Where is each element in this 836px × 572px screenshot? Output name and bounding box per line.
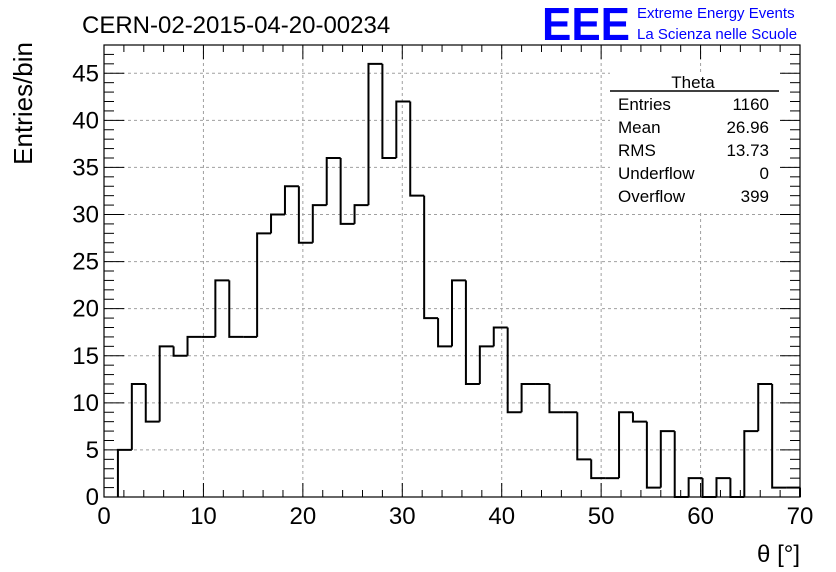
histogram-bin <box>367 62 383 206</box>
stats-title: Theta <box>671 73 715 92</box>
histogram-bin <box>409 101 425 197</box>
stats-value-underflow: 0 <box>760 164 769 183</box>
stats-label-overflow: Overflow <box>618 187 686 206</box>
chart-title: CERN-02-2015-04-20-00234 <box>82 12 390 39</box>
histogram-bin <box>576 412 592 461</box>
histogram-bin <box>214 279 230 337</box>
x-tick-label: 50 <box>588 503 615 530</box>
histogram-bin <box>116 448 132 497</box>
histogram-bin <box>715 477 731 497</box>
histogram-bin <box>659 430 675 488</box>
x-tick-label: 20 <box>290 503 317 530</box>
eee-logo: EEE <box>542 0 630 50</box>
histogram-bin <box>186 335 202 356</box>
histogram-bin <box>270 213 285 234</box>
histogram-bin <box>283 185 299 215</box>
logo-line-1: Extreme Energy Events <box>637 5 795 22</box>
y-tick-label: 15 <box>72 343 99 370</box>
histogram-bin <box>353 204 369 224</box>
histogram-bin <box>548 384 564 414</box>
y-axis-label: Entries/bin <box>8 42 38 165</box>
x-tick-label: 30 <box>389 503 416 530</box>
y-tick-label: 20 <box>72 296 99 323</box>
y-tick-label: 0 <box>86 484 99 511</box>
logo-line-2: La Scienza nelle Scuole <box>637 26 797 43</box>
histogram-bin <box>701 478 717 498</box>
y-tick-label: 30 <box>72 202 99 229</box>
stats-box: Theta Entries 1160 Mean 26.96 RMS 13.73 … <box>610 72 780 212</box>
histogram-bin <box>673 431 689 498</box>
histogram-bin <box>144 384 160 423</box>
histogram-bin <box>520 383 536 413</box>
histogram-bin <box>729 478 745 498</box>
stats-value-rms: 13.73 <box>726 141 769 160</box>
stats-value-mean: 26.96 <box>726 118 769 137</box>
histogram-bin <box>506 327 522 414</box>
x-tick-label: 60 <box>687 503 714 530</box>
histogram-bin <box>158 345 174 422</box>
histogram-bin <box>395 100 411 158</box>
x-axis-label: θ [°] <box>757 541 800 568</box>
tick-labels: 0 10 20 30 40 50 60 70 0 5 10 15 20 25 30 35 40 45 <box>72 60 813 530</box>
histogram-bin <box>130 383 146 450</box>
x-tick-label: 40 <box>488 503 515 530</box>
x-tick-label: 10 <box>190 503 217 530</box>
histogram-bin <box>757 383 773 432</box>
x-tick-label: 70 <box>787 503 814 530</box>
y-tick-label: 40 <box>72 107 99 134</box>
y-tick-label: 45 <box>72 60 99 87</box>
histogram-bin <box>172 346 188 357</box>
histogram-bin <box>478 345 494 384</box>
histogram-bin <box>325 157 341 206</box>
histogram-bin <box>492 326 508 347</box>
axis-ticks <box>103 44 801 498</box>
histogram-bin <box>311 204 327 243</box>
stats-value-entries: 1160 <box>732 95 769 114</box>
histogram-bin <box>618 411 633 479</box>
histogram-bin <box>228 280 244 338</box>
histogram-bin <box>451 279 466 347</box>
histogram-bin <box>590 459 606 480</box>
histogram-bin <box>631 412 647 423</box>
stats-label-entries: Entries <box>618 95 671 114</box>
histogram-bin <box>256 232 272 337</box>
histogram-bin <box>687 477 703 497</box>
histogram-bin <box>437 318 452 348</box>
histogram-bin <box>297 186 313 244</box>
histogram-bin <box>423 195 439 320</box>
histogram-bin <box>464 280 480 385</box>
stats-label-underflow: Underflow <box>618 164 695 183</box>
x-tick-label: 0 <box>97 503 110 530</box>
histogram-bin <box>381 63 397 159</box>
stats-label-rms: RMS <box>618 141 656 160</box>
stats-value-overflow: 399 <box>741 187 769 206</box>
y-tick-label: 10 <box>72 390 99 417</box>
histogram-bin <box>743 430 759 497</box>
stats-label-mean: Mean <box>618 118 661 137</box>
histogram-bin <box>339 158 355 225</box>
histogram-bin <box>771 384 787 489</box>
histogram-bin <box>645 421 661 489</box>
y-tick-label: 35 <box>72 154 99 181</box>
y-tick-label: 5 <box>86 437 99 464</box>
y-tick-label: 25 <box>72 249 99 276</box>
